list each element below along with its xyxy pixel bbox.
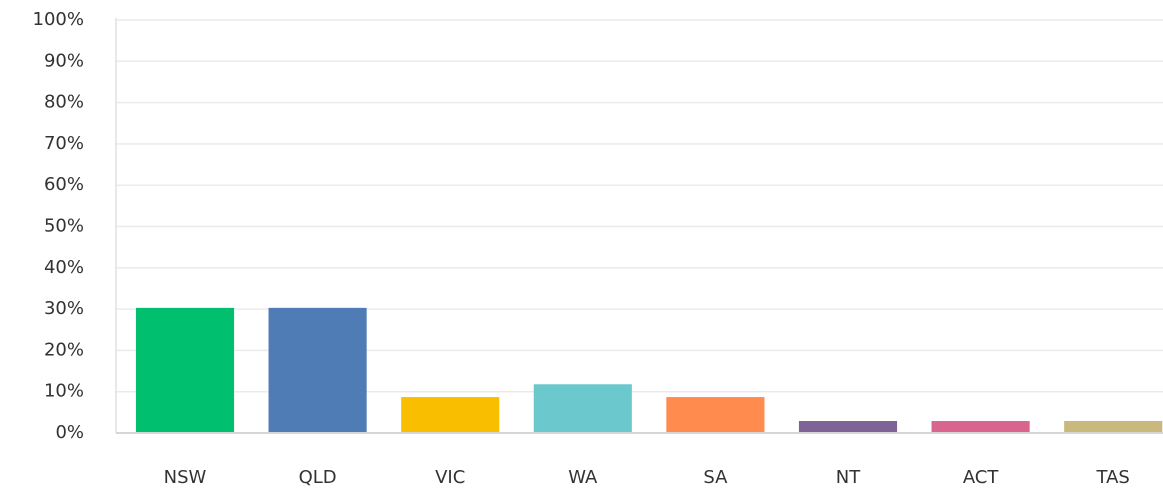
x-tick-label: QLD bbox=[299, 467, 337, 488]
bar bbox=[666, 397, 765, 433]
bar bbox=[1064, 421, 1163, 433]
x-tick-label: ACT bbox=[963, 467, 1000, 488]
bar bbox=[798, 421, 898, 433]
y-tick-label: 10% bbox=[44, 381, 84, 402]
y-tick-label: 30% bbox=[44, 298, 84, 319]
y-tick-label: 80% bbox=[44, 92, 84, 113]
x-tick-label: TAS bbox=[1096, 467, 1130, 488]
x-tick-label: NSW bbox=[164, 467, 207, 488]
x-tick-label: WA bbox=[568, 467, 598, 488]
bar bbox=[401, 397, 500, 433]
y-tick-label: 100% bbox=[33, 9, 84, 30]
bar bbox=[931, 421, 1030, 433]
bar bbox=[533, 384, 632, 433]
y-tick-label: 60% bbox=[44, 174, 84, 195]
y-tick-label: 90% bbox=[44, 50, 84, 71]
x-tick-label: VIC bbox=[435, 467, 465, 488]
y-tick-label: 20% bbox=[44, 339, 84, 360]
bar bbox=[135, 307, 235, 433]
bar bbox=[268, 307, 367, 433]
x-tick-label: NT bbox=[836, 467, 861, 488]
y-tick-label: 50% bbox=[44, 216, 84, 237]
y-tick-label: 0% bbox=[55, 422, 84, 443]
y-tick-label: 70% bbox=[44, 133, 84, 154]
x-tick-label: SA bbox=[703, 467, 728, 488]
y-tick-label: 40% bbox=[44, 257, 84, 278]
